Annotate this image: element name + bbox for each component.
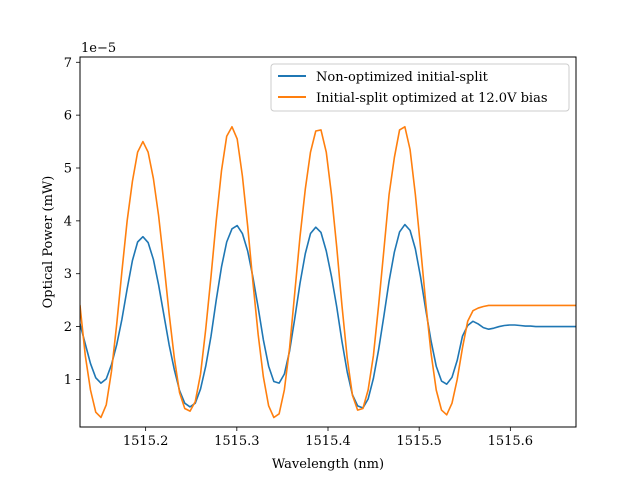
legend: Non-optimized initial-split Initial-spli… xyxy=(270,63,570,112)
x-axis-label: Wavelength (nm) xyxy=(272,457,384,472)
y-tick-label: 1 xyxy=(64,373,72,388)
y-tick-label: 2 xyxy=(64,320,72,335)
x-tick-label: 1515.4 xyxy=(305,434,351,449)
y-axis-label: Optical Power (mW) xyxy=(41,176,56,309)
y-tick-label: 7 xyxy=(64,56,72,71)
y-axis: 1 2 3 4 5 6 7 xyxy=(64,56,80,388)
y-tick-label: 3 xyxy=(64,267,72,282)
series-line-0 xyxy=(80,223,576,409)
x-tick-label: 1515.3 xyxy=(214,434,260,449)
y-tick-label: 6 xyxy=(64,109,72,124)
y-tick-label: 4 xyxy=(64,214,72,229)
series-layer xyxy=(80,125,576,419)
legend-label-non-optimized: Non-optimized initial-split xyxy=(316,70,489,85)
x-tick-label: 1515.5 xyxy=(396,434,442,449)
x-axis: 1515.2 1515.3 1515.4 1515.5 1515.6 xyxy=(123,427,533,449)
x-tick-label: 1515.6 xyxy=(488,434,534,449)
y-offset-text: 1e−5 xyxy=(81,41,116,56)
legend-frame xyxy=(270,63,570,112)
x-tick-label: 1515.2 xyxy=(123,434,169,449)
legend-label-optimized: Initial-split optimized at 12.0V bias xyxy=(316,91,548,106)
series-line-1 xyxy=(80,125,576,419)
y-tick-label: 5 xyxy=(64,162,72,177)
